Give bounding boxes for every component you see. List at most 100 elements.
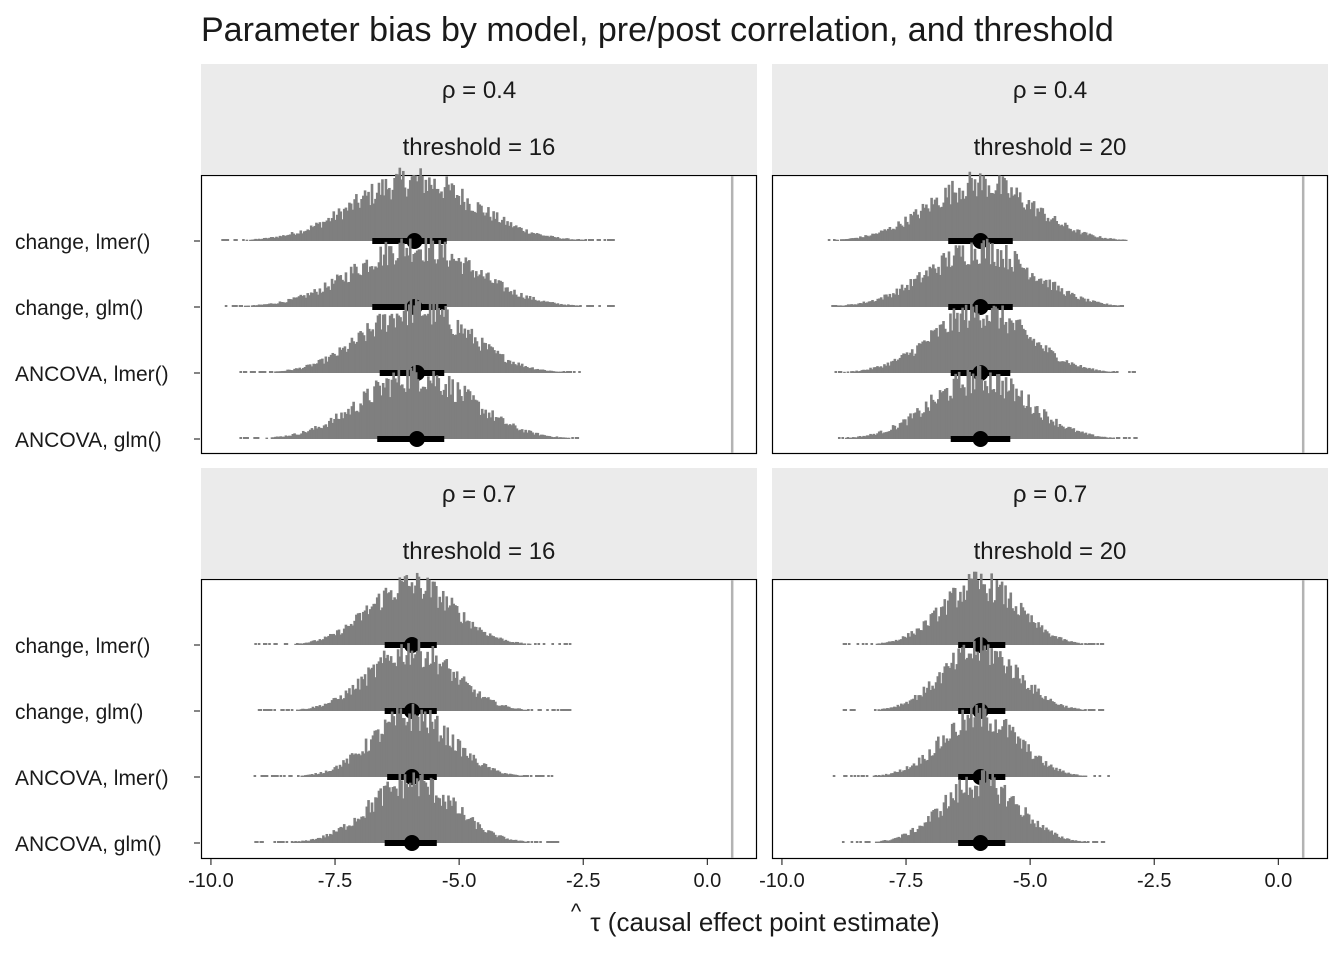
distribution-bar: [958, 779, 961, 843]
distribution-bar: [333, 419, 336, 439]
distribution-bar: [942, 391, 945, 439]
distribution-bar: [877, 643, 881, 645]
distribution-bar: [254, 305, 257, 307]
distribution-bar: [428, 664, 431, 711]
distribution-bar: [870, 369, 874, 373]
distribution-bar: [490, 220, 494, 241]
distribution-bar: [449, 329, 453, 373]
distribution-bar: [330, 700, 334, 711]
distribution-bar: [989, 192, 992, 241]
distribution-bar: [906, 835, 909, 843]
distribution-bar: [469, 271, 473, 307]
distribution-bar: [1075, 708, 1079, 711]
distribution-bar: [272, 775, 276, 777]
distribution-bar: [312, 429, 315, 439]
distribution-bar: [881, 840, 885, 843]
distribution-bar: [475, 341, 479, 373]
distribution-bar: [472, 343, 475, 373]
distribution-bar: [523, 298, 527, 307]
distribution-bar: [567, 709, 570, 711]
distribution-bar: [979, 635, 983, 711]
distribution-bar: [1062, 294, 1065, 307]
distribution-bar: [388, 315, 392, 373]
distribution-bar: [876, 366, 879, 373]
distribution-bar: [414, 654, 417, 711]
distribution-bar: [1015, 804, 1019, 843]
distribution-bar: [1033, 622, 1037, 645]
distribution-bar: [365, 685, 369, 711]
distribution-bar: [448, 669, 452, 711]
distribution-bar: [325, 833, 329, 843]
distribution-bar: [834, 371, 838, 373]
distribution-bar: [978, 173, 982, 241]
distribution-bar: [262, 709, 266, 711]
distribution-bar: [901, 636, 905, 645]
distribution-bar: [926, 276, 930, 307]
distribution-bar: [458, 740, 462, 777]
distribution-bar: [902, 833, 906, 843]
distribution-bar: [1063, 772, 1067, 777]
distribution-bar: [586, 305, 589, 307]
distribution-bar: [382, 785, 386, 843]
distribution-bar: [893, 358, 897, 373]
distribution-bar: [297, 233, 301, 241]
distribution-bar: [1083, 231, 1086, 241]
distribution-bar: [1116, 305, 1119, 307]
distribution-bar: [843, 371, 846, 373]
distribution-bar: [282, 436, 286, 439]
distribution-bar: [315, 641, 318, 645]
x-tick-label: -2.5: [1137, 870, 1171, 892]
distribution-bar: [947, 331, 951, 373]
distribution-bar: [509, 839, 513, 843]
distribution-bar: [419, 651, 422, 711]
distribution-bar: [951, 180, 954, 241]
distribution-bar: [933, 329, 937, 373]
distribution-bar: [334, 280, 337, 307]
distribution-bar: [1093, 841, 1097, 843]
distribution-bar: [315, 706, 318, 711]
distribution-bar: [273, 237, 277, 241]
distribution-bar: [917, 343, 921, 373]
distribution-bar: [389, 791, 393, 843]
distribution-bar: [880, 840, 883, 843]
distribution-bar: [364, 341, 368, 373]
distribution-bar: [938, 274, 942, 307]
distribution-bar: [357, 332, 361, 373]
distribution-bar: [400, 179, 403, 241]
distribution-bar: [408, 664, 412, 711]
distribution-bar: [844, 775, 848, 777]
distribution-bar: [999, 584, 1002, 645]
distribution-bar: [827, 239, 831, 241]
distribution-bar: [1009, 378, 1013, 439]
distribution-bar: [395, 313, 399, 373]
distribution-bar: [384, 178, 388, 241]
distribution-bar: [452, 603, 455, 645]
distribution-bar: [959, 256, 963, 307]
distribution-bar: [371, 329, 375, 373]
series-2: [239, 295, 581, 381]
distribution-bar: [443, 801, 447, 843]
distribution-bar: [282, 235, 285, 241]
distribution-bar: [282, 709, 285, 711]
distribution-bar: [521, 709, 525, 711]
distribution-bar: [1074, 432, 1077, 439]
distribution-bar: [1002, 604, 1006, 645]
distribution-bar: [1000, 657, 1004, 711]
distribution-bar: [434, 321, 437, 373]
distribution-bar: [351, 209, 355, 241]
distribution-bar: [944, 187, 947, 241]
distribution-bar: [1044, 221, 1048, 241]
distribution-bar: [983, 645, 987, 711]
distribution-bar: [516, 296, 520, 307]
distribution-bar: [283, 643, 287, 645]
distribution-bar: [543, 369, 547, 373]
distribution-bar: [929, 614, 933, 645]
distribution-bar: [963, 198, 966, 241]
distribution-bar: [318, 705, 322, 711]
distribution-bar: [301, 643, 304, 645]
distribution-bar: [320, 292, 323, 307]
distribution-bar: [394, 378, 397, 439]
distribution-bar: [497, 280, 501, 307]
distribution-bar: [345, 413, 349, 439]
distribution-bar: [356, 678, 360, 711]
